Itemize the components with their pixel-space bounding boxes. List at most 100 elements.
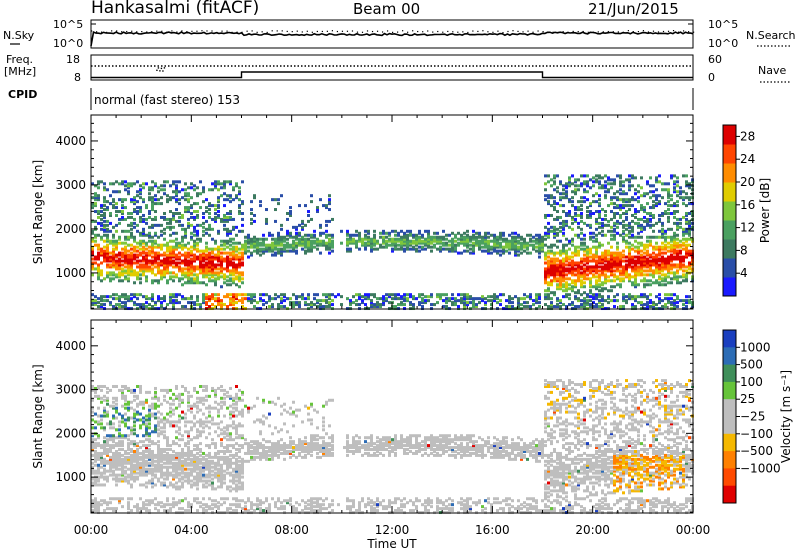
heatmap-cell <box>97 215 100 219</box>
heatmap-cell <box>142 471 145 475</box>
heatmap-cell <box>151 208 154 212</box>
heatmap-cell <box>106 444 109 448</box>
heatmap-cell <box>286 231 289 235</box>
heatmap-cell <box>298 305 301 309</box>
heatmap-cell <box>127 297 130 301</box>
heatmap-cell <box>148 501 151 505</box>
heatmap-cell <box>133 505 136 509</box>
heatmap-cell <box>574 261 577 265</box>
heatmap-cell <box>148 434 151 438</box>
heatmap-cell <box>148 499 151 503</box>
heatmap-cell <box>430 235 433 239</box>
heatmap-cell <box>649 265 652 269</box>
heatmap-cell <box>292 301 295 305</box>
heatmap-cell <box>661 257 664 261</box>
heatmap-cell <box>559 275 562 279</box>
heatmap-cell <box>208 271 211 275</box>
heatmap-cell <box>451 231 454 235</box>
heatmap-cell <box>676 295 679 299</box>
heatmap-cell <box>352 301 355 305</box>
nsearch-dot <box>236 31 238 33</box>
heatmap-cell <box>109 444 112 448</box>
heatmap-cell <box>211 279 214 283</box>
heatmap-cell <box>223 243 226 247</box>
heatmap-cell <box>187 277 190 281</box>
heatmap-cell <box>193 225 196 229</box>
heatmap-cell <box>139 190 142 194</box>
heatmap-cell <box>433 303 436 307</box>
heatmap-cell <box>154 261 157 265</box>
heatmap-cell <box>553 267 556 271</box>
heatmap-cell <box>367 241 370 245</box>
heatmap-cell <box>301 219 304 223</box>
heatmap-cell <box>241 273 244 277</box>
heatmap-cell <box>439 297 442 301</box>
heatmap-cell <box>388 295 391 299</box>
heatmap-cell <box>622 237 625 241</box>
heatmap-cell <box>223 182 226 186</box>
heatmap-cell <box>568 287 571 291</box>
heatmap-cell <box>508 233 511 237</box>
heatmap-cell <box>127 255 130 259</box>
heatmap-cell <box>625 192 628 196</box>
heatmap-cell <box>202 190 205 194</box>
heatmap-cell <box>109 461 112 465</box>
heatmap-cell <box>637 269 640 273</box>
heatmap-cell <box>487 231 490 235</box>
heatmap-cell <box>97 210 100 214</box>
heatmap-cell <box>625 241 628 245</box>
heatmap-cell <box>307 233 310 237</box>
heatmap-cell <box>241 212 244 215</box>
heatmap-cell <box>157 269 160 273</box>
heatmap-cell <box>544 225 547 229</box>
heatmap-cell <box>562 267 565 271</box>
heatmap-cell <box>205 263 208 267</box>
heatmap-cell <box>289 303 292 307</box>
heatmap-cell <box>451 239 454 243</box>
heatmap-cell <box>91 261 94 265</box>
heatmap-cell <box>454 303 457 307</box>
heatmap-cell <box>130 509 133 513</box>
heatmap-cell <box>136 467 139 471</box>
heatmap-cell <box>202 251 205 255</box>
nsearch-dot <box>111 30 113 32</box>
heatmap-cell <box>625 301 628 305</box>
heatmap-cell <box>673 210 676 214</box>
heatmap-cell <box>616 231 619 235</box>
heatmap-cell <box>202 253 205 257</box>
heatmap-cell <box>121 247 124 251</box>
heatmap-cell <box>148 451 151 455</box>
heatmap-cell <box>202 269 205 273</box>
heatmap-cell <box>301 239 304 243</box>
heatmap-cell <box>310 200 313 204</box>
heatmap-cell <box>655 178 658 182</box>
heatmap-cell <box>646 245 649 249</box>
heatmap-cell <box>667 188 670 192</box>
heatmap-cell <box>220 247 223 251</box>
heatmap-cell <box>658 269 661 273</box>
heatmap-cell <box>181 245 184 249</box>
heatmap-cell <box>151 406 154 410</box>
heatmap-cell <box>400 229 403 233</box>
heatmap-cell <box>550 243 553 247</box>
heatmap-cell <box>616 255 619 259</box>
heatmap-cell <box>598 198 601 202</box>
heatmap-cell <box>172 303 175 307</box>
heatmap-cell <box>97 301 100 305</box>
heatmap-cell <box>139 483 142 487</box>
heatmap-cell <box>175 212 178 215</box>
heatmap-cell <box>97 257 100 261</box>
heatmap-cell <box>121 200 124 204</box>
heatmap-cell <box>271 241 274 245</box>
heatmap-cell <box>280 194 283 198</box>
heatmap-cell <box>121 210 124 214</box>
heatmap-cell <box>121 388 124 392</box>
heatmap-cell <box>526 243 529 247</box>
heatmap-cell <box>505 241 508 245</box>
heatmap-cell <box>142 217 145 221</box>
heatmap-cell <box>565 186 568 190</box>
heatmap-cell <box>577 299 580 303</box>
heatmap-cell <box>673 277 676 281</box>
heatmap-cell <box>604 267 607 271</box>
heatmap-cell <box>130 200 133 204</box>
